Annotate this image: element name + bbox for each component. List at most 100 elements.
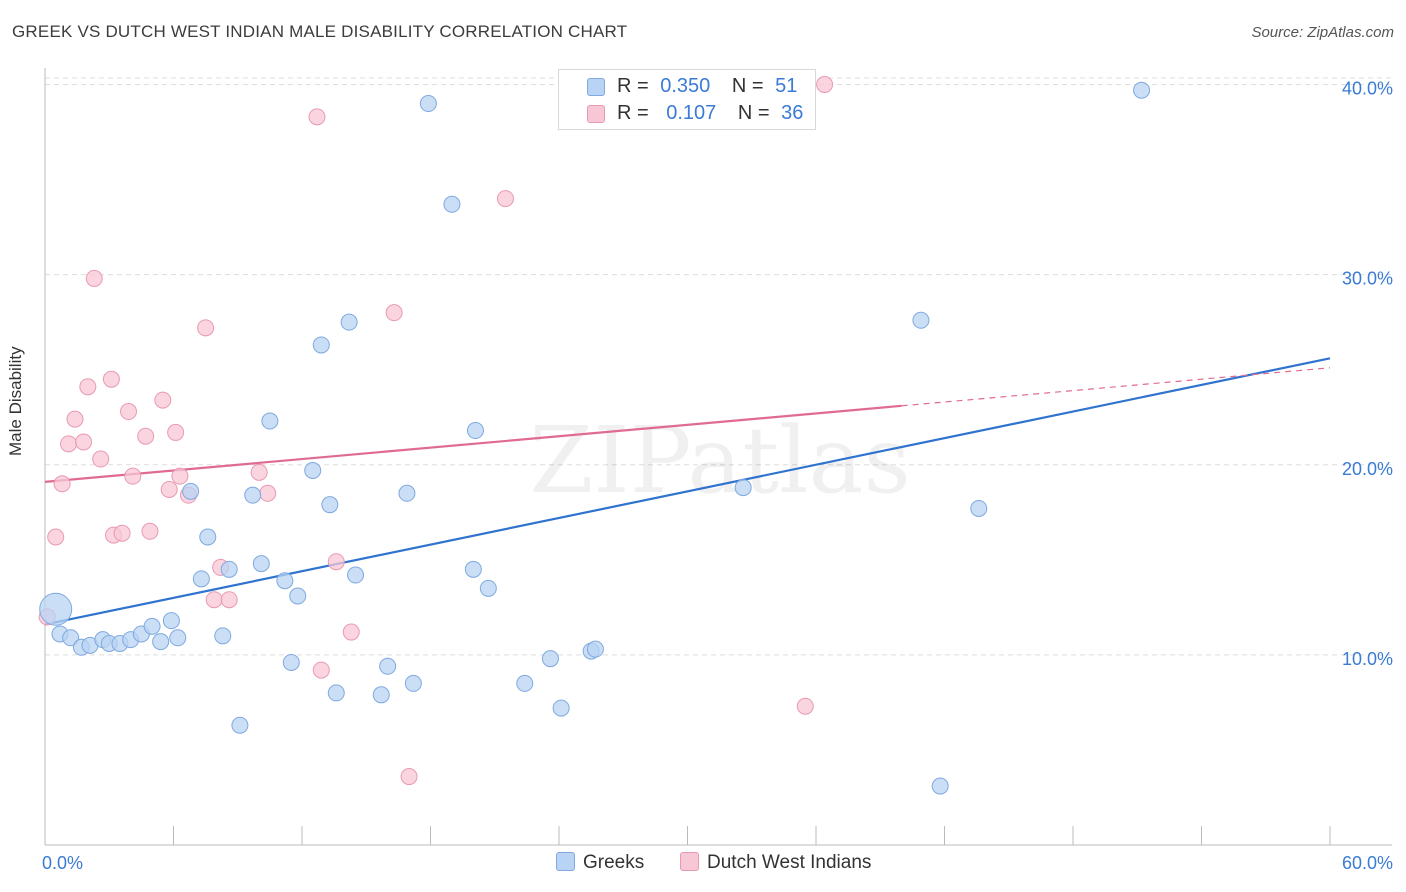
greeks-point: [231, 716, 249, 734]
greeks-point: [321, 496, 339, 514]
greeks-point: [261, 412, 279, 430]
dutch-west-indians-point: [92, 450, 110, 468]
greeks-point: [39, 592, 73, 626]
source-credit: Source: ZipAtlas.com: [1251, 24, 1394, 41]
greeks-point: [970, 499, 988, 517]
greeks-point: [552, 699, 570, 717]
dutch-west-indians-point: [66, 410, 84, 428]
grid-layer: [45, 77, 1392, 656]
y-tick-label: 20.0%: [1342, 459, 1393, 479]
greeks-point: [282, 653, 300, 671]
greeks-point: [586, 640, 604, 658]
greeks-point: [541, 650, 559, 668]
greeks-point: [276, 572, 294, 590]
dutch-west-indians-point: [197, 319, 215, 337]
correlation-legend: R = 0.350 N = 51 R = 0.107 N = 36: [558, 69, 816, 130]
dutch-west-indians-point: [250, 463, 268, 481]
dutch-west-indians-point: [113, 524, 131, 542]
greeks-point: [734, 479, 752, 497]
greeks-point: [379, 657, 397, 675]
dutch-west-indians-point: [259, 484, 277, 502]
greeks-point: [516, 674, 534, 692]
greeks-point: [152, 633, 170, 651]
greeks-point: [372, 686, 390, 704]
dutch-west-indians-point: [102, 370, 120, 388]
greeks-point: [419, 95, 437, 113]
dutch-west-indians-point: [312, 661, 330, 679]
tick-label-layer: 10.0% 20.0% 30.0% 40.0% 0.0% 60.0%: [42, 79, 1393, 873]
greeks-point: [182, 482, 200, 500]
dutch-west-indians-point: [220, 591, 238, 609]
greeks-point: [289, 587, 307, 605]
greeks-point: [466, 422, 484, 440]
dutch-west-indians-swatch: [587, 105, 605, 123]
dutch-west-indians-point: [171, 467, 189, 485]
y-tick-label: 40.0%: [1342, 79, 1393, 99]
greeks-point: [464, 560, 482, 578]
greeks-trend-line: [44, 357, 1331, 626]
greeks-point: [252, 555, 270, 573]
y-tick-label: 30.0%: [1342, 269, 1393, 289]
greeks-point: [312, 336, 330, 354]
dutch-west-indians-point: [137, 427, 155, 445]
dutch-west-indians-point: [154, 391, 172, 409]
dutch-west-indians-point: [53, 475, 71, 493]
dutch-west-indians-point: [385, 304, 403, 322]
dutch-west-indians-point: [400, 768, 418, 786]
n-label: N =: [737, 102, 770, 124]
points-layer: [38, 76, 1151, 795]
r-label: R =: [617, 75, 649, 97]
greeks-point: [912, 311, 930, 329]
legend-label-greeks: Greeks: [583, 852, 645, 873]
greeks-point: [162, 612, 180, 630]
n-value: 51: [775, 75, 798, 97]
chart-title: GREEK VS DUTCH WEST INDIAN MALE DISABILI…: [12, 22, 628, 41]
dutch-west-indians-point: [79, 378, 97, 396]
greeks-point: [192, 570, 210, 588]
dutch-west-indians-point: [796, 697, 814, 715]
greeks-point: [404, 674, 422, 692]
greeks-point: [931, 777, 949, 795]
watermark: ZIPatlas: [529, 407, 910, 514]
x-tick-label: 0.0%: [42, 853, 83, 873]
greeks-point: [327, 684, 345, 702]
greeks-swatch: [587, 78, 605, 96]
dutch-west-indians-point: [85, 269, 103, 287]
r-value: 0.350: [660, 75, 711, 97]
legend-label-dutch-west-indians: Dutch West Indians: [707, 852, 872, 873]
dutch-west-indians-point: [816, 76, 834, 94]
dutch-west-indians-swatch: [680, 852, 699, 871]
dutch-west-indians-point: [124, 467, 142, 485]
greeks-point: [304, 461, 322, 479]
dutch-west-indians-point: [60, 435, 78, 453]
dutch-west-indians-point: [141, 522, 159, 540]
greeks-point: [220, 560, 238, 578]
dutch-west-indians-point: [120, 403, 138, 421]
dutch-west-indians-point: [75, 433, 93, 451]
dutch-west-indians-point: [308, 108, 326, 126]
greeks-point: [214, 627, 232, 645]
greeks-point: [143, 617, 161, 635]
n-label: N =: [731, 75, 764, 97]
greeks-swatch: [556, 852, 575, 871]
greeks-point: [347, 566, 365, 584]
n-value: 36: [781, 102, 804, 124]
greeks-point: [1133, 81, 1151, 99]
greeks-point: [443, 195, 461, 213]
greeks-point: [479, 579, 497, 597]
dutch-west-indians-point: [327, 553, 345, 571]
dutch-west-indians-point: [205, 591, 223, 609]
dutch-west-indians-point: [342, 623, 360, 641]
r-value: 0.107: [666, 102, 717, 124]
trend-layer: [44, 357, 1331, 626]
dutch-west-indians-trend-line: [44, 404, 902, 483]
dutch-west-indians-point: [496, 190, 514, 208]
x-tick-label: 60.0%: [1342, 853, 1393, 873]
greeks-point: [62, 629, 80, 647]
greeks-point: [199, 528, 217, 546]
y-axis-label: Male Disability: [6, 346, 25, 456]
y-tick-label: 10.0%: [1342, 649, 1393, 669]
greeks-point: [340, 313, 358, 331]
r-label: R =: [617, 102, 649, 124]
